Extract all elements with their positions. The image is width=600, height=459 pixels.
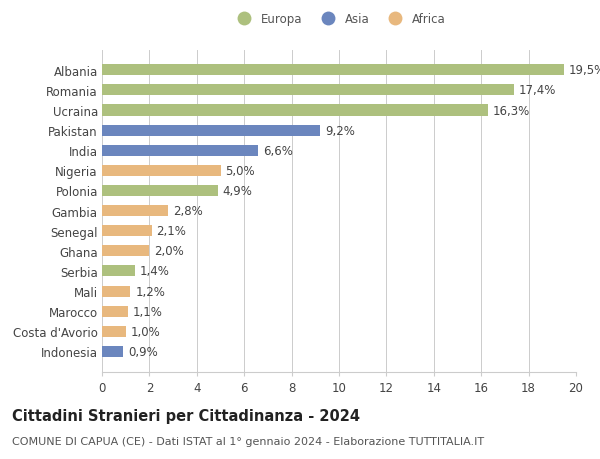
Bar <box>102 85 514 96</box>
Text: 2,8%: 2,8% <box>173 205 203 218</box>
Text: 6,6%: 6,6% <box>263 145 293 157</box>
Text: 16,3%: 16,3% <box>493 104 530 117</box>
Text: 9,2%: 9,2% <box>325 124 355 137</box>
Bar <box>102 206 169 217</box>
Text: 2,0%: 2,0% <box>154 245 184 258</box>
Text: 17,4%: 17,4% <box>519 84 556 97</box>
Bar <box>102 346 124 357</box>
Text: 5,0%: 5,0% <box>225 164 255 178</box>
Bar <box>102 306 128 317</box>
Bar <box>102 105 488 116</box>
Bar <box>102 286 130 297</box>
Text: 1,0%: 1,0% <box>130 325 160 338</box>
Text: 4,9%: 4,9% <box>223 185 253 197</box>
Bar <box>102 226 152 237</box>
Bar <box>102 146 259 157</box>
Text: 1,2%: 1,2% <box>135 285 165 298</box>
Bar <box>102 165 221 177</box>
Text: Cittadini Stranieri per Cittadinanza - 2024: Cittadini Stranieri per Cittadinanza - 2… <box>12 409 360 424</box>
Text: 1,4%: 1,4% <box>140 265 170 278</box>
Bar <box>102 246 149 257</box>
Text: 2,1%: 2,1% <box>157 225 187 238</box>
Bar <box>102 326 126 337</box>
Legend: Europa, Asia, Africa: Europa, Asia, Africa <box>227 8 451 31</box>
Bar <box>102 65 564 76</box>
Bar <box>102 185 218 196</box>
Text: 19,5%: 19,5% <box>569 64 600 77</box>
Bar <box>102 266 135 277</box>
Text: 1,1%: 1,1% <box>133 305 163 318</box>
Bar <box>102 125 320 136</box>
Text: COMUNE DI CAPUA (CE) - Dati ISTAT al 1° gennaio 2024 - Elaborazione TUTTITALIA.I: COMUNE DI CAPUA (CE) - Dati ISTAT al 1° … <box>12 436 484 446</box>
Text: 0,9%: 0,9% <box>128 345 158 358</box>
